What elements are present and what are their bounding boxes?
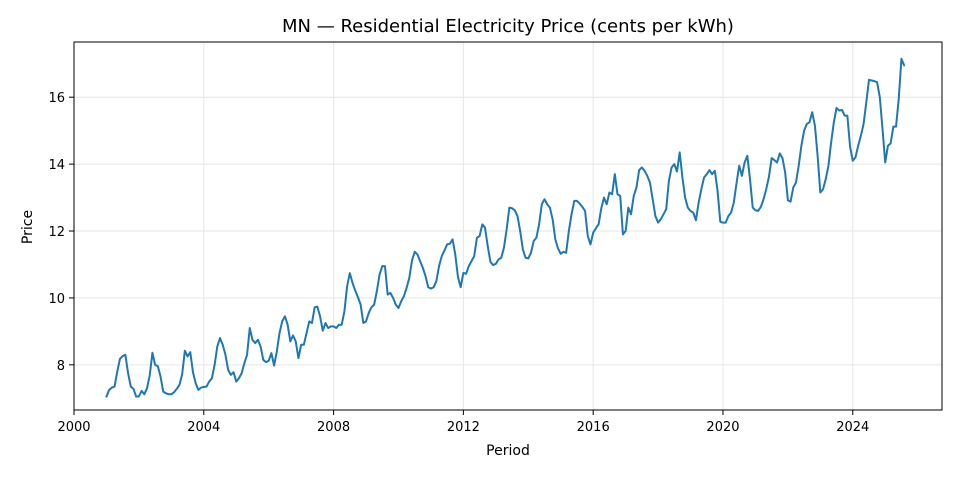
series-layer xyxy=(105,57,906,398)
y-tick-label: 16 xyxy=(48,91,65,106)
grid xyxy=(73,42,942,410)
x-tick-label: 2004 xyxy=(187,420,220,435)
x-tick-label: 2000 xyxy=(57,420,90,435)
y-tick-label: 10 xyxy=(48,292,65,307)
x-axis-ticks: 2000 2004 2008 2012 2016 2020 2024 xyxy=(57,410,869,435)
y-axis-label: Price xyxy=(20,210,36,244)
x-tick-label: 2020 xyxy=(706,420,739,435)
y-axis-ticks: 8 10 12 14 16 xyxy=(48,91,74,374)
chart-title: MN — Residential Electricity Price (cent… xyxy=(282,16,734,37)
y-tick-label: 14 xyxy=(48,158,65,173)
y-tick-label: 8 xyxy=(57,359,65,374)
x-tick-label: 2012 xyxy=(447,420,480,435)
x-tick-label: 2016 xyxy=(577,420,610,435)
x-tick-label: 2008 xyxy=(317,420,350,435)
x-tick-label: 2024 xyxy=(836,420,869,435)
plot-frame xyxy=(73,41,943,411)
x-axis-label: Period xyxy=(486,443,530,459)
price-series-line xyxy=(105,57,906,398)
y-tick-label: 12 xyxy=(48,225,65,240)
